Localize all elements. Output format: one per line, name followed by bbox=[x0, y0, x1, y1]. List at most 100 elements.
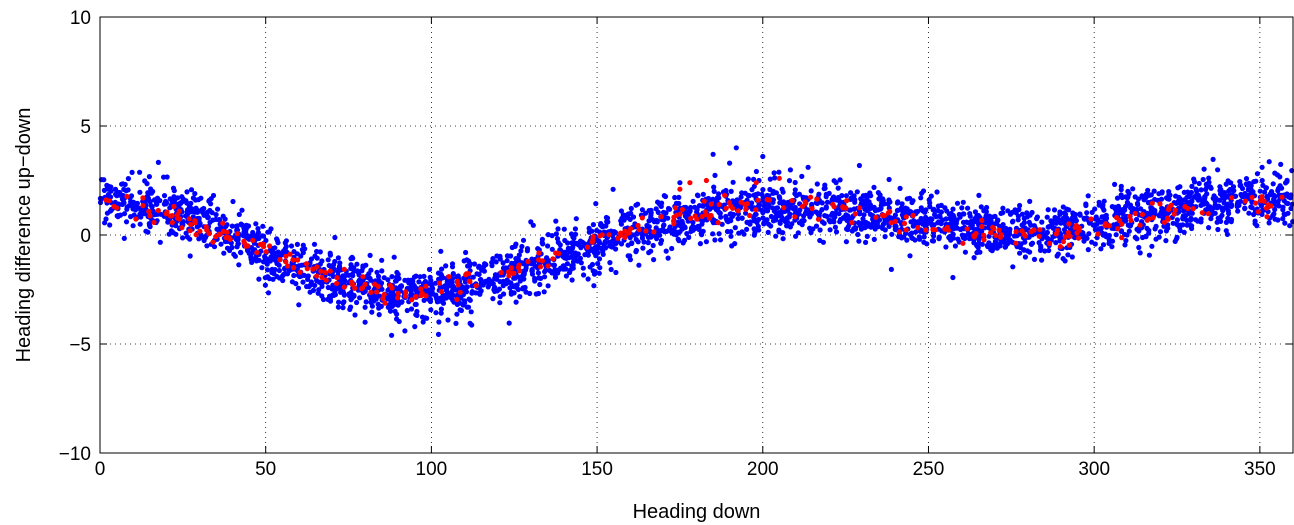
data-point bbox=[508, 280, 514, 286]
data-point bbox=[1163, 228, 1169, 234]
data-point bbox=[1085, 193, 1091, 199]
data-point bbox=[176, 208, 182, 214]
data-point bbox=[423, 293, 429, 299]
data-point bbox=[929, 238, 936, 244]
data-point bbox=[1047, 240, 1053, 246]
data-point bbox=[910, 212, 916, 219]
data-point bbox=[888, 215, 894, 221]
data-point bbox=[952, 243, 959, 249]
data-point bbox=[590, 268, 596, 274]
data-point bbox=[148, 203, 154, 209]
data-point bbox=[573, 253, 579, 259]
data-point bbox=[299, 262, 305, 268]
data-point bbox=[954, 200, 961, 206]
data-point bbox=[573, 231, 579, 237]
data-point bbox=[1061, 210, 1067, 216]
data-point bbox=[542, 269, 548, 275]
data-point bbox=[904, 237, 910, 243]
data-point bbox=[238, 221, 244, 227]
data-point bbox=[412, 324, 418, 330]
data-point bbox=[306, 284, 312, 290]
data-point bbox=[1012, 207, 1018, 213]
data-point bbox=[1228, 203, 1234, 209]
data-point bbox=[753, 207, 759, 213]
data-point bbox=[1026, 219, 1032, 225]
data-point bbox=[1034, 214, 1040, 220]
data-point bbox=[650, 242, 656, 249]
data-point bbox=[436, 276, 442, 282]
data-point bbox=[995, 217, 1001, 223]
data-point bbox=[640, 245, 646, 251]
data-point bbox=[381, 291, 387, 298]
data-point bbox=[1146, 216, 1152, 222]
data-point bbox=[572, 226, 579, 232]
data-point bbox=[1038, 243, 1044, 249]
data-point bbox=[537, 264, 544, 270]
data-point bbox=[1003, 229, 1010, 235]
data-point bbox=[1280, 204, 1286, 210]
data-point bbox=[269, 250, 276, 256]
data-point bbox=[1065, 252, 1071, 258]
data-point bbox=[129, 169, 135, 175]
data-point bbox=[369, 309, 375, 315]
data-point bbox=[747, 212, 753, 219]
data-point bbox=[144, 181, 150, 187]
data-point bbox=[380, 296, 386, 302]
data-point bbox=[1088, 216, 1094, 222]
data-point bbox=[1239, 185, 1246, 192]
data-point bbox=[1193, 186, 1199, 192]
data-point bbox=[1127, 213, 1133, 219]
data-point bbox=[508, 265, 514, 271]
data-point bbox=[417, 274, 423, 280]
data-point bbox=[896, 229, 903, 235]
data-point bbox=[1021, 247, 1027, 253]
data-point bbox=[712, 237, 718, 243]
data-point bbox=[774, 205, 781, 211]
data-point bbox=[1134, 216, 1140, 223]
data-point bbox=[308, 279, 314, 285]
data-point bbox=[180, 235, 186, 241]
data-point bbox=[777, 195, 783, 201]
data-point bbox=[1024, 214, 1030, 220]
data-point bbox=[946, 234, 952, 241]
data-point bbox=[1066, 207, 1072, 213]
data-point bbox=[445, 317, 451, 323]
data-point bbox=[157, 239, 163, 245]
data-point bbox=[645, 239, 651, 246]
data-point bbox=[868, 193, 874, 199]
data-point bbox=[845, 226, 851, 233]
data-point bbox=[463, 272, 469, 278]
data-point bbox=[501, 291, 507, 297]
data-point bbox=[1251, 179, 1257, 185]
data-point bbox=[510, 270, 516, 276]
data-point bbox=[1229, 195, 1235, 201]
data-point bbox=[1178, 200, 1185, 207]
data-point bbox=[347, 306, 353, 312]
data-point bbox=[513, 299, 519, 305]
data-point bbox=[183, 213, 189, 219]
data-point bbox=[986, 225, 992, 231]
data-point bbox=[216, 227, 222, 233]
data-point bbox=[1263, 185, 1269, 191]
data-point bbox=[319, 274, 325, 280]
data-point bbox=[180, 196, 186, 202]
data-point bbox=[904, 196, 910, 202]
data-point bbox=[1053, 219, 1059, 225]
data-point bbox=[780, 189, 786, 195]
data-point bbox=[837, 177, 843, 183]
data-point bbox=[1285, 200, 1291, 207]
data-point bbox=[167, 196, 173, 202]
data-point bbox=[923, 217, 929, 223]
data-point bbox=[497, 300, 503, 306]
data-point bbox=[375, 283, 381, 289]
data-point bbox=[589, 239, 595, 245]
data-point bbox=[658, 214, 664, 220]
data-point bbox=[1010, 264, 1016, 270]
data-point bbox=[992, 213, 998, 219]
data-point bbox=[874, 221, 880, 227]
data-point bbox=[606, 232, 612, 238]
data-point bbox=[1139, 211, 1145, 218]
data-point bbox=[332, 234, 338, 241]
data-point bbox=[137, 189, 143, 195]
data-point bbox=[1279, 185, 1285, 191]
